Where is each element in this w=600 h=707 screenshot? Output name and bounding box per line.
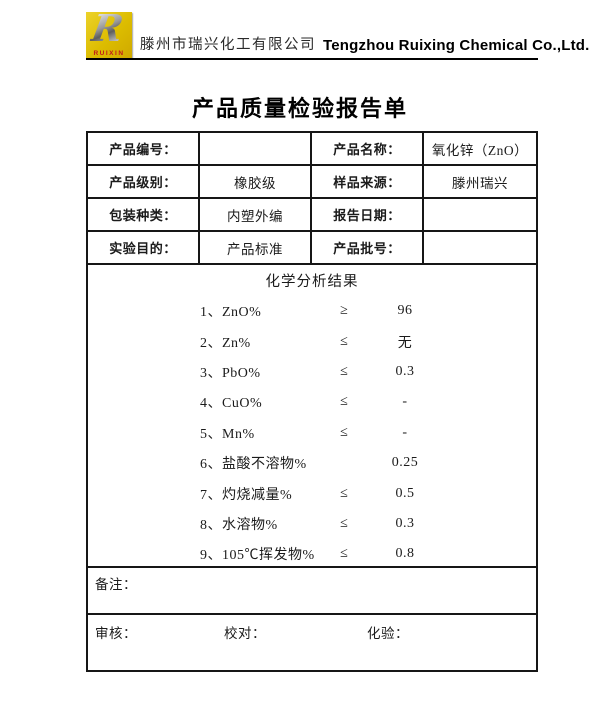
label-batch-no: 产品批号： [312, 232, 424, 263]
value-product-name: 氧化锌（ZnO） [431, 142, 529, 158]
value-sample-source: 滕州瑞兴 [452, 175, 508, 191]
label-sample-source: 样品来源： [312, 166, 424, 197]
value-test-purpose: 产品标准 [200, 232, 312, 263]
page-title: 产品质量检验报告单 [191, 96, 408, 121]
analysis-item-label: 6、盐酸不溶物% [200, 457, 307, 473]
label-product-name: 产品名称： [312, 133, 424, 164]
analysis-item-label: 5、Mn% [200, 426, 255, 442]
company-logo: R RUIXIN [86, 6, 132, 58]
analysis-item-operator: ≤ [340, 363, 348, 379]
analysis-item-label: 7、灼烧减量% [200, 487, 293, 503]
table-row-test-purpose: 实验目的： 产品标准 产品批号： [88, 232, 536, 265]
logo-brand-text: RUIXIN [93, 50, 125, 57]
analysis-item-hcl-insoluble: 6、盐酸不溶物% 0.25 [88, 448, 536, 478]
analysis-item-value: - [402, 394, 408, 410]
table-row-packaging: 包装种类： 内塑外编 报告日期： [88, 199, 536, 232]
company-name-english: Tengzhou Ruixing Chemical Co.,Ltd. [323, 37, 590, 54]
value-batch-no [424, 232, 536, 263]
report-table: 产品编号： 产品名称： 氧化锌（ZnO） 产品级别： 橡胶级 样品来源： 滕州瑞… [86, 131, 538, 672]
analysis-item-value: 0.5 [395, 485, 415, 501]
analysis-item-operator: ≤ [340, 485, 348, 501]
analysis-item-operator: ≤ [340, 394, 348, 410]
analysis-item-water-soluble: 8、水溶物% ≤ 0.3 [88, 509, 536, 539]
analysis-item-pbo: 3、PbO% ≤ 0.3 [88, 357, 536, 387]
analysis-item-value: - [402, 424, 408, 440]
analysis-item-label: 3、PbO% [200, 365, 261, 381]
label-product-no: 产品编号： [88, 133, 200, 164]
chemical-analysis-title: 化学分析结果 [265, 274, 359, 290]
analysis-item-label: 8、水溶物% [200, 517, 278, 533]
company-name-chinese: 滕州市瑞兴化工有限公司 [140, 37, 316, 53]
analysis-item-value: 0.8 [395, 546, 415, 562]
value-packaging-type: 内塑外编 [200, 199, 312, 230]
logo-r-glyph: R [88, 6, 127, 50]
table-row-product-grade: 产品级别： 橡胶级 样品来源： 滕州瑞兴 [88, 166, 536, 199]
value-report-date [424, 199, 536, 230]
signature-review-label: 审核： [95, 626, 137, 641]
analysis-item-label: 1、ZnO% [200, 305, 262, 321]
analysis-item-value: 0.25 [391, 455, 419, 471]
signature-proofread-label: 校对： [224, 626, 266, 641]
analysis-item-cuo: 4、CuO% ≤ - [88, 387, 536, 417]
label-packaging-type: 包装种类： [88, 199, 200, 230]
notes-label: 备注： [95, 577, 137, 592]
analysis-item-value: 96 [397, 303, 413, 319]
analysis-item-operator: ≤ [340, 515, 348, 531]
value-product-grade: 橡胶级 [200, 166, 312, 197]
value-product-no [200, 133, 312, 164]
chemical-analysis-section: 化学分析结果 1、ZnO% ≥ 96 2、Zn% ≤ 无 3、PbO% ≤ 0.… [88, 265, 536, 568]
label-product-grade: 产品级别： [88, 166, 200, 197]
letterhead: R RUIXIN 滕州市瑞兴化工有限公司 Tengzhou Ruixing Ch… [86, 6, 589, 60]
signature-test-label: 化验： [367, 626, 409, 641]
analysis-item-operator: ≥ [340, 303, 348, 319]
analysis-item-label: 4、CuO% [200, 396, 263, 412]
label-test-purpose: 实验目的： [88, 232, 200, 263]
analysis-item-label: 2、Zn% [200, 335, 251, 351]
analysis-item-ignition-loss: 7、灼烧减量% ≤ 0.5 [88, 478, 536, 508]
signature-row: 审核： 校对： 化验： [88, 615, 536, 670]
analysis-item-operator: ≤ [340, 546, 348, 562]
table-row-product-no: 产品编号： 产品名称： 氧化锌（ZnO） [88, 133, 536, 166]
analysis-item-zn: 2、Zn% ≤ 无 [88, 326, 536, 356]
analysis-item-operator: ≤ [340, 333, 348, 349]
analysis-item-value: 0.3 [395, 515, 415, 531]
analysis-item-mn: 5、Mn% ≤ - [88, 418, 536, 448]
analysis-item-value: 0.3 [395, 363, 415, 379]
analysis-item-operator: ≤ [340, 424, 348, 440]
analysis-item-zno: 1、ZnO% ≥ 96 [88, 296, 536, 326]
analysis-item-value: 无 [397, 335, 413, 351]
label-report-date: 报告日期： [312, 199, 424, 230]
analysis-item-volatile-105c: 9、105℃挥发物% ≤ 0.8 [88, 539, 536, 569]
notes-row: 备注： [88, 568, 536, 615]
analysis-item-label: 9、105℃挥发物% [200, 548, 315, 564]
